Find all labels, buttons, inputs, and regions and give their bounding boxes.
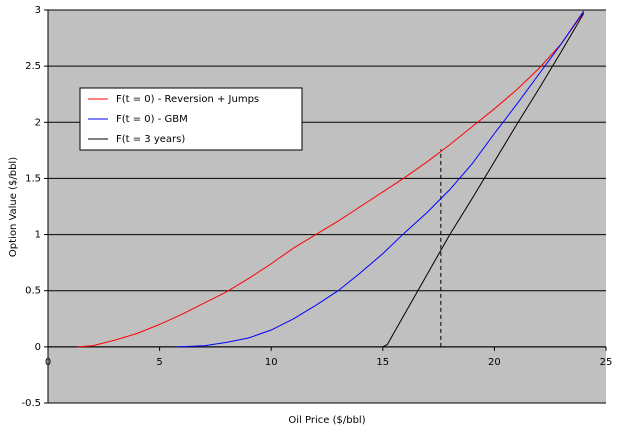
y-tick-label: 1 — [35, 230, 41, 241]
plot-area — [48, 10, 606, 403]
x-tick-label: 25 — [600, 357, 613, 368]
x-axis-label: Oil Price ($/bbl) — [288, 415, 365, 426]
y-tick-label: 0 — [35, 342, 41, 353]
y-tick-label: 2.5 — [25, 61, 41, 72]
x-tick-label: 10 — [265, 357, 278, 368]
x-tick-label: 20 — [488, 357, 501, 368]
series-line — [76, 11, 585, 348]
y-axis-label: Option Value ($/bbl) — [8, 157, 19, 257]
y-tick-label: 1.5 — [25, 173, 41, 184]
legend-label: F(t = 3 years) — [116, 134, 185, 145]
legend-label: F(t = 0) - GBM — [116, 114, 188, 125]
y-tick-label: -0.5 — [21, 398, 41, 409]
y-tick-label: 3 — [35, 5, 41, 16]
legend-label: F(t = 0) - Reversion + Jumps — [116, 94, 259, 105]
series-line — [177, 10, 585, 348]
x-tick-label: 15 — [376, 357, 389, 368]
legend — [79, 87, 303, 151]
y-tick-label: 2 — [35, 117, 41, 128]
x-tick-label: 5 — [156, 357, 162, 368]
y-tick-label: 0.5 — [25, 286, 41, 297]
series-line — [382, 13, 585, 348]
